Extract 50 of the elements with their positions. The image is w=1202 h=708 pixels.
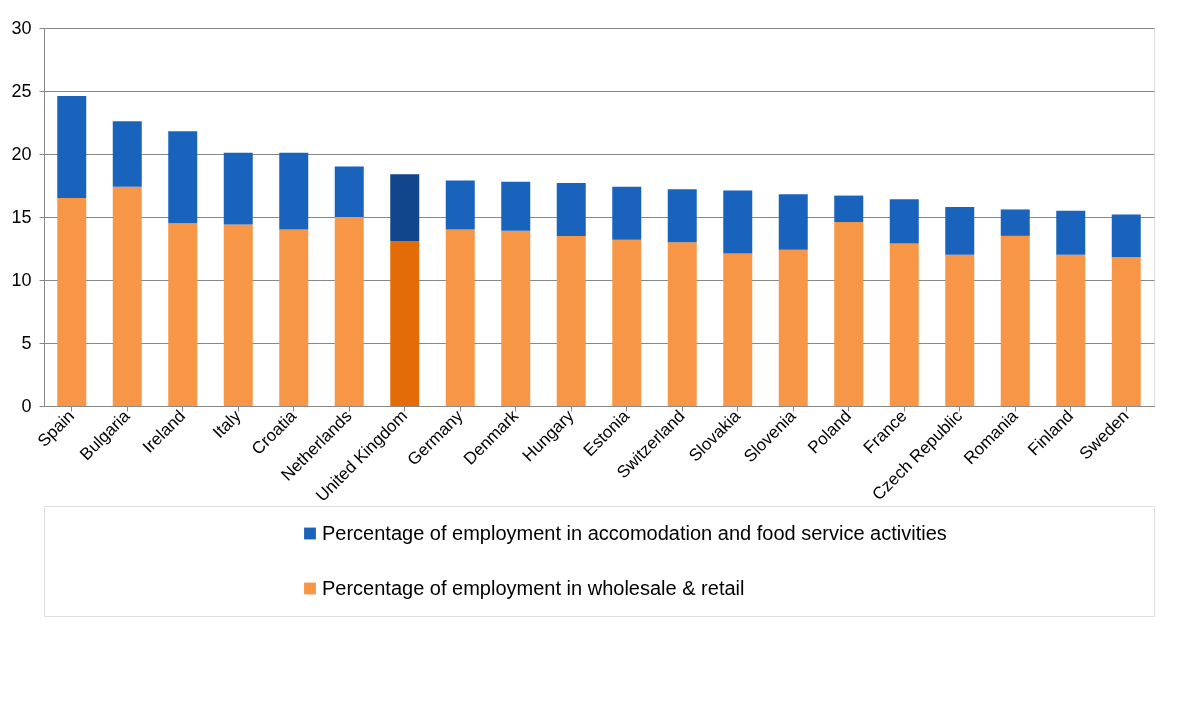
bar — [667, 189, 697, 243]
bar — [445, 180, 475, 230]
bar — [723, 253, 753, 406]
bar — [556, 235, 586, 406]
legend-label: Percentage of employment in wholesale & retail — [322, 576, 745, 599]
y-tick-label: 0 — [21, 395, 32, 416]
bar — [445, 229, 475, 406]
y-tick-label: 30 — [11, 17, 32, 38]
bar — [223, 152, 253, 225]
y-tick-label: 20 — [11, 143, 32, 164]
x-tick-label: Italy — [209, 406, 245, 442]
bar — [556, 182, 586, 236]
bar — [834, 195, 864, 223]
y-tick-label: 5 — [21, 332, 32, 353]
y-tick-label: 25 — [11, 80, 32, 101]
bar — [723, 190, 753, 254]
bar — [667, 242, 697, 406]
bar — [223, 224, 253, 406]
bar — [168, 131, 198, 224]
bar — [945, 254, 975, 406]
bar — [112, 121, 142, 187]
bar — [1000, 209, 1030, 236]
bar — [334, 217, 364, 406]
bar — [889, 243, 919, 406]
legend-label: Percentage of employment in accomodation and food service activities — [322, 521, 947, 544]
bar — [501, 181, 531, 231]
bar — [1111, 214, 1141, 258]
y-tick-label: 10 — [11, 269, 32, 290]
bar — [1000, 235, 1030, 406]
bar — [612, 239, 642, 406]
y-tick-label: 15 — [11, 206, 32, 227]
bar — [390, 174, 420, 241]
bar — [168, 223, 198, 406]
bar — [834, 222, 864, 406]
bar — [1056, 210, 1086, 255]
bar — [945, 206, 975, 255]
bar — [390, 240, 420, 406]
bar — [279, 152, 309, 230]
bar — [57, 96, 87, 199]
bar — [778, 249, 808, 406]
bar — [334, 166, 364, 217]
bar — [612, 186, 642, 240]
bar — [1111, 257, 1141, 406]
bar — [57, 198, 87, 406]
bar — [889, 199, 919, 244]
bar — [279, 229, 309, 406]
bar — [501, 230, 531, 406]
bar — [112, 186, 142, 406]
bar — [778, 194, 808, 250]
bar — [1056, 254, 1086, 406]
